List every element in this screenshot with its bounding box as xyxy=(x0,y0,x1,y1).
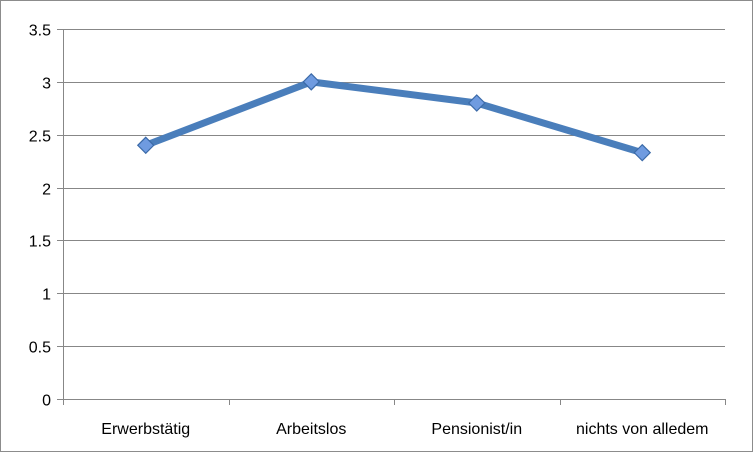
y-tick-label: 0.5 xyxy=(29,340,51,357)
y-tick-label: 1.5 xyxy=(29,234,51,251)
y-tick-label: 3.5 xyxy=(29,23,51,40)
y-tick-labels: 0 0.5 1 1.5 2 2.5 3 3.5 xyxy=(29,23,51,410)
x-tick-label: nichts von alledem xyxy=(576,421,709,438)
data-point-marker xyxy=(633,143,652,162)
x-tick-label: Arbeitslos xyxy=(276,421,346,438)
data-point-marker xyxy=(302,73,321,91)
y-tick-label: 2 xyxy=(42,182,51,199)
data-point-marker xyxy=(467,94,486,112)
y-tick-label: 2.5 xyxy=(29,129,51,146)
data-point-marker xyxy=(136,136,155,155)
series-line xyxy=(142,78,646,157)
series xyxy=(142,78,646,157)
y-tick-label: 0 xyxy=(42,393,51,410)
x-tick-label: Erwerbstätig xyxy=(101,421,190,438)
axes xyxy=(57,29,726,405)
y-tick-label: 3 xyxy=(42,76,51,93)
x-tick-label: Pensionist/in xyxy=(431,421,522,438)
markers xyxy=(136,73,652,162)
gridlines xyxy=(63,29,725,347)
x-tick-labels: Erwerbstätig Arbeitslos Pensionist/in nicht… xyxy=(101,421,708,438)
y-tick-label: 1 xyxy=(42,287,51,304)
